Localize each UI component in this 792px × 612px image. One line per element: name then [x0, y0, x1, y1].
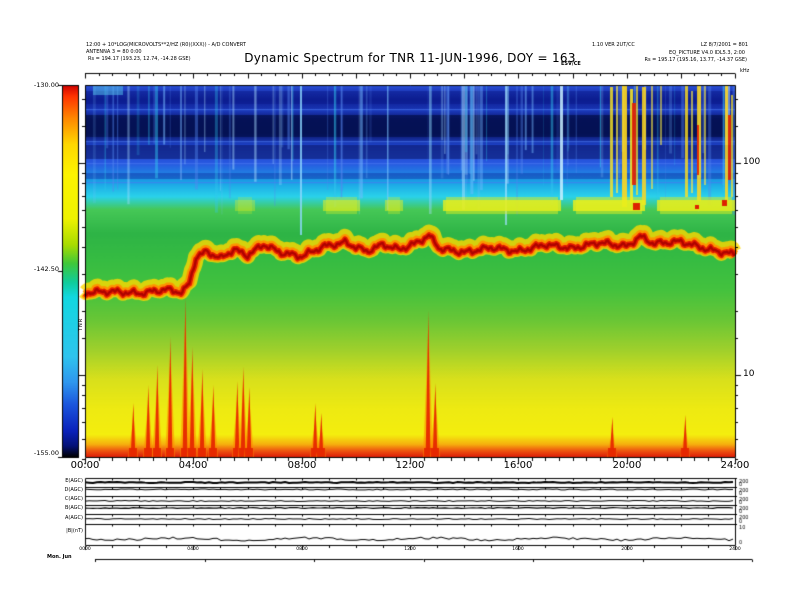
header-info-left-line1: 12:00 + 10*LOG(MICROVOLTS**2/HZ (R0)(XXX… — [86, 42, 246, 48]
colorbar-min-label: -155.00 — [33, 449, 59, 457]
colorbar-max-label: -130.00 — [33, 81, 59, 89]
colorbar-axis-label: TNR — [78, 317, 84, 331]
agc-row-label-d: D(AGC) — [64, 487, 83, 493]
freq-tick-10: 10 — [743, 369, 755, 379]
colorbar-mid-label: -142.50 — [33, 265, 59, 273]
sub-tick-2400: 2400 — [729, 547, 741, 552]
agc-row-label-e: E(AGC) — [65, 478, 83, 484]
agc-row-label-a: A(AGC) — [64, 515, 83, 521]
x-tick-2000: 20:00 — [612, 460, 642, 471]
sub-tick-0000: 0000 — [79, 547, 91, 552]
event-marker-label: ESV/CE — [561, 61, 581, 67]
header-info-right-line1: 1.10 VER 2UT/CC — [592, 42, 635, 48]
sub-tick-1200: 1200 — [404, 547, 416, 552]
header-info-right-line3: EQ_PICTURE V4.0 IDL5.3, 2:00 — [669, 50, 745, 56]
header-info-right-line4: Rs = 195.17 (195.16, 13.77, -14.37 GSE) — [644, 57, 747, 63]
x-tick-2400: 24:00 — [720, 460, 750, 471]
agc-row-label-b: B(AGC) — [64, 505, 83, 511]
x-tick-0400: 04:00 — [178, 460, 208, 471]
x-tick-0000: 00:00 — [70, 460, 100, 471]
x-tick-1200: 12:00 — [395, 460, 425, 471]
freq-tick-100: 100 — [743, 157, 761, 167]
header-info-right-line2: LZ 8/7/2001 = 801 — [700, 42, 748, 48]
x-tick-1600: 16:00 — [503, 460, 533, 471]
sub-tick-1600: 1600 — [512, 547, 524, 552]
sub-tick-0400: 0400 — [187, 547, 199, 552]
freq-unit-label: kHz — [740, 68, 750, 74]
agc-row-label-c: C(AGC) — [64, 496, 83, 502]
header-info-left-line2: ANTENNA 3 = 80 0:00 — [86, 49, 142, 55]
sub-tick-2000: 2000 — [621, 547, 633, 552]
x-tick-0800: 08:00 — [287, 460, 317, 471]
processing-stamp: Mon. Jun — [47, 554, 72, 560]
page-title: Dynamic Spectrum for TNR 11-JUN-1996, DO… — [244, 51, 576, 65]
header-info-left-line3: Rs = 194.17 (193.23, 12.74, -14.28 GSE) — [88, 56, 191, 62]
sub-tick-0800: 0800 — [296, 547, 308, 552]
agc-row-label-bmag: |B|(nT) — [66, 528, 83, 534]
